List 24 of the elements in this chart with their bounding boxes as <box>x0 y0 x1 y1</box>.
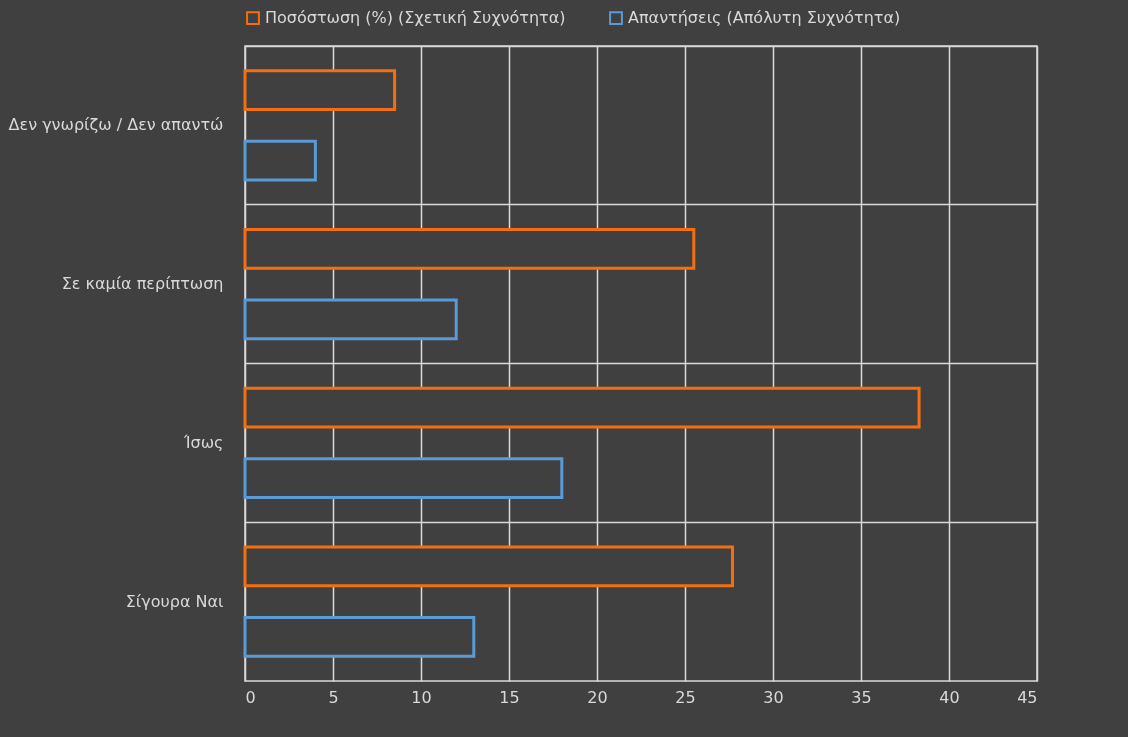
bar <box>243 386 921 429</box>
x-tick-label: 20 <box>587 687 608 707</box>
bar <box>243 616 476 658</box>
x-tick-label: 0 <box>245 687 256 707</box>
x-tick-label: 40 <box>939 687 960 707</box>
bar <box>243 457 564 500</box>
y-tick-label: Ίσως <box>183 432 224 452</box>
bar <box>243 227 696 270</box>
y-tick-label: Δεν γνωρίζω / Δεν απαντώ <box>8 115 224 135</box>
x-tick-label: 15 <box>499 687 520 707</box>
bar <box>243 545 735 588</box>
x-tick-label: 35 <box>851 687 872 707</box>
x-tick-label: 10 <box>411 687 432 707</box>
bar <box>243 139 317 182</box>
x-tick-label: 5 <box>328 687 339 707</box>
y-tick-label: Σίγουρα Ναι <box>125 591 224 611</box>
x-tick-label: 25 <box>675 687 696 707</box>
bar <box>243 69 397 111</box>
y-tick-label: Σε καμία περίπτωση <box>61 274 224 294</box>
legend-label: Απαντήσεις (Απόλυτη Συχνότητα) <box>628 8 901 28</box>
x-tick-label: 30 <box>763 687 784 707</box>
x-tick-label: 45 <box>1017 687 1038 707</box>
bar <box>243 298 458 341</box>
legend-label: Ποσόστωση (%) (Σχετική Συχνότητα) <box>265 8 566 28</box>
